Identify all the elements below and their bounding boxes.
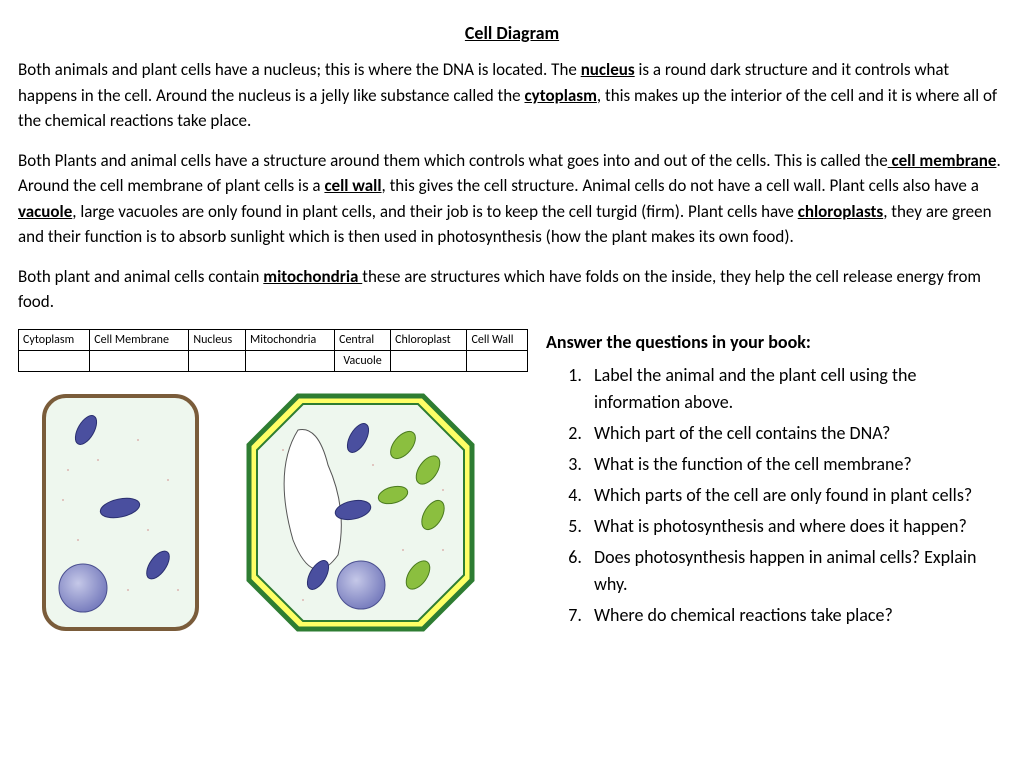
- wb-cell: [90, 350, 189, 371]
- wb-cell: [391, 350, 467, 371]
- table-row: Cytoplasm Cell Membrane Nucleus Mitochon…: [19, 329, 528, 350]
- term-cytoplasm: cytoplasm: [525, 85, 597, 106]
- p2-text-c: , this gives the cell structure. Animal …: [382, 175, 979, 196]
- p1-text-a: Both animals and plant cells have a nucl…: [18, 59, 581, 80]
- question-item: Which part of the cell contains the DNA?: [586, 420, 1006, 447]
- question-item: Does photosynthesis happen in animal cel…: [586, 544, 1006, 598]
- left-column: Cytoplasm Cell Membrane Nucleus Mitochon…: [18, 329, 528, 635]
- wb-cell: [19, 350, 90, 371]
- wb-cell: [245, 350, 334, 371]
- wb-cell: [467, 350, 528, 371]
- paragraph-3: Both plant and animal cells contain mito…: [18, 264, 1006, 315]
- term-vacuole: vacuole: [18, 201, 72, 222]
- p2-text-a: Both Plants and animal cells have a stru…: [18, 150, 888, 171]
- wb-cell: Central: [335, 329, 391, 350]
- term-mitochondria: mitochondria: [263, 266, 362, 287]
- paragraph-1: Both animals and plant cells have a nucl…: [18, 57, 1006, 134]
- question-item: Which parts of the cell are only found i…: [586, 482, 1006, 509]
- word-bank-table: Cytoplasm Cell Membrane Nucleus Mitochon…: [18, 329, 528, 372]
- wb-cell: Chloroplast: [391, 329, 467, 350]
- term-cell-membrane: cell membrane: [888, 150, 997, 171]
- page-title: Cell Diagram: [18, 20, 1006, 47]
- cell-diagrams: [18, 390, 528, 635]
- right-column: Answer the questions in your book: Label…: [546, 329, 1006, 635]
- term-nucleus: nucleus: [581, 59, 635, 80]
- p2-text-d: , large vacuoles are only found in plant…: [72, 201, 797, 222]
- questions-list: Label the animal and the plant cell usin…: [546, 362, 1006, 629]
- question-item: Where do chemical reactions take place?: [586, 602, 1006, 629]
- wb-cell: Mitochondria: [245, 329, 334, 350]
- question-item: What is the function of the cell membran…: [586, 451, 1006, 478]
- wb-cell: Cell Wall: [467, 329, 528, 350]
- question-item: What is photosynthesis and where does it…: [586, 513, 1006, 540]
- wb-cell: Cytoplasm: [19, 329, 90, 350]
- p3-text-a: Both plant and animal cells contain: [18, 266, 263, 287]
- animal-cell-diagram: [38, 390, 203, 635]
- wb-cell: [189, 350, 246, 371]
- question-item: Label the animal and the plant cell usin…: [586, 362, 1006, 416]
- questions-heading: Answer the questions in your book:: [546, 329, 1006, 356]
- plant-cell-diagram: [243, 390, 478, 635]
- term-chloroplasts: chloroplasts: [798, 201, 883, 222]
- lower-section: Cytoplasm Cell Membrane Nucleus Mitochon…: [18, 329, 1006, 635]
- table-row: Vacuole: [19, 350, 528, 371]
- wb-cell: Cell Membrane: [90, 329, 189, 350]
- paragraph-2: Both Plants and animal cells have a stru…: [18, 148, 1006, 250]
- wb-cell: Nucleus: [189, 329, 246, 350]
- term-cell-wall: cell wall: [324, 175, 381, 196]
- wb-cell: Vacuole: [335, 350, 391, 371]
